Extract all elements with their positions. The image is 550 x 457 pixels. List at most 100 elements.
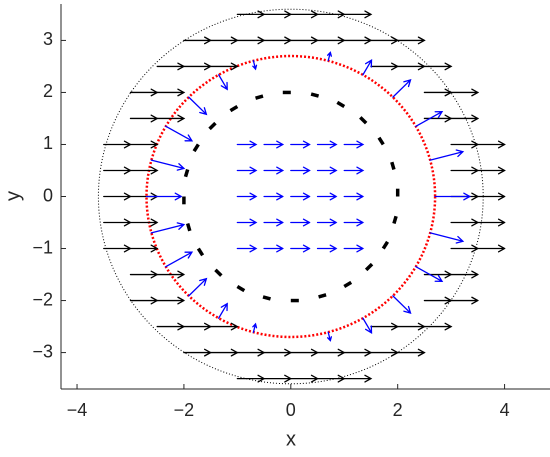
arrow bbox=[263, 218, 285, 227]
arrow bbox=[263, 348, 293, 357]
x-tick-label: 4 bbox=[500, 400, 510, 420]
arrow bbox=[316, 36, 346, 45]
arrow bbox=[390, 161, 396, 170]
arrow bbox=[343, 166, 365, 175]
arrow bbox=[236, 140, 258, 149]
arrow bbox=[129, 218, 159, 227]
arrow bbox=[145, 192, 183, 201]
arrow bbox=[236, 374, 266, 383]
arrow bbox=[343, 244, 365, 253]
arrow bbox=[434, 192, 472, 201]
arrow bbox=[423, 88, 453, 97]
arrow bbox=[392, 79, 412, 98]
arrow bbox=[183, 168, 190, 178]
arrow bbox=[318, 293, 327, 299]
arrow bbox=[185, 223, 192, 232]
arrow bbox=[336, 100, 346, 108]
arrow bbox=[290, 218, 311, 227]
arrow bbox=[290, 192, 311, 201]
arrow bbox=[343, 10, 373, 19]
arrow bbox=[129, 296, 159, 305]
arrow bbox=[415, 266, 444, 282]
arrow bbox=[156, 296, 186, 305]
arrow bbox=[310, 92, 320, 98]
arrow bbox=[103, 244, 132, 253]
arrow bbox=[370, 36, 400, 45]
arrow bbox=[423, 296, 453, 305]
arrow bbox=[290, 36, 319, 45]
y-tick-label: 3 bbox=[43, 29, 53, 49]
arrow bbox=[183, 348, 212, 357]
arrow bbox=[397, 322, 426, 331]
arrow bbox=[236, 218, 258, 227]
arrow bbox=[316, 166, 338, 175]
arrow bbox=[263, 192, 285, 201]
arrow bbox=[129, 88, 159, 97]
arrow bbox=[397, 62, 426, 71]
arrow bbox=[343, 36, 373, 45]
arrow bbox=[255, 94, 264, 100]
arrow bbox=[150, 222, 186, 234]
arrow bbox=[236, 192, 258, 201]
arrow bbox=[129, 244, 159, 253]
arrow bbox=[236, 166, 258, 175]
arrow bbox=[364, 262, 374, 272]
arrow bbox=[370, 62, 400, 71]
arrow bbox=[290, 10, 319, 19]
arrow bbox=[450, 88, 480, 97]
y-axis-label: y bbox=[2, 191, 24, 201]
arrow bbox=[423, 270, 453, 279]
arrow bbox=[209, 62, 239, 71]
arrow bbox=[450, 166, 480, 175]
x-tick-label: 2 bbox=[393, 400, 403, 420]
arrow bbox=[450, 244, 480, 253]
arrow bbox=[343, 374, 373, 383]
arrow bbox=[316, 10, 346, 19]
arrow bbox=[477, 192, 506, 201]
arrow bbox=[316, 244, 338, 253]
arrow bbox=[397, 36, 426, 45]
arrow bbox=[343, 192, 365, 201]
arrow bbox=[450, 218, 480, 227]
arrow bbox=[165, 251, 194, 268]
arrow bbox=[263, 374, 293, 383]
arrow bbox=[188, 277, 208, 297]
arrow bbox=[477, 218, 506, 227]
y-tick-label: 2 bbox=[43, 81, 53, 101]
arrow bbox=[209, 36, 239, 45]
y-tick-label: 1 bbox=[43, 133, 53, 153]
arrow bbox=[290, 166, 311, 175]
arrow bbox=[290, 140, 311, 149]
arrow bbox=[450, 140, 480, 149]
x-tick-label: −2 bbox=[174, 400, 195, 420]
arrow bbox=[218, 74, 228, 91]
arrow bbox=[450, 270, 480, 279]
arrow bbox=[156, 62, 186, 71]
arrow bbox=[156, 114, 186, 123]
arrow bbox=[263, 10, 293, 19]
arrow bbox=[156, 88, 186, 97]
arrow bbox=[129, 140, 159, 149]
arrow bbox=[263, 166, 285, 175]
arrow bbox=[423, 322, 453, 331]
arrow bbox=[370, 322, 400, 331]
arrow bbox=[429, 232, 465, 244]
arrow bbox=[183, 322, 212, 331]
arrow bbox=[236, 36, 266, 45]
x-axis-label: x bbox=[286, 428, 296, 450]
arrow bbox=[236, 348, 266, 357]
arrow bbox=[252, 60, 258, 71]
arrow bbox=[263, 244, 285, 253]
arrow bbox=[103, 140, 132, 149]
arrow bbox=[188, 96, 208, 116]
arrow bbox=[415, 111, 444, 127]
arrow bbox=[214, 268, 223, 277]
arrow bbox=[218, 302, 228, 319]
arrow bbox=[165, 125, 194, 142]
arrow bbox=[381, 240, 390, 250]
arrow bbox=[343, 218, 365, 227]
arrow bbox=[316, 218, 338, 227]
arrow bbox=[290, 374, 319, 383]
